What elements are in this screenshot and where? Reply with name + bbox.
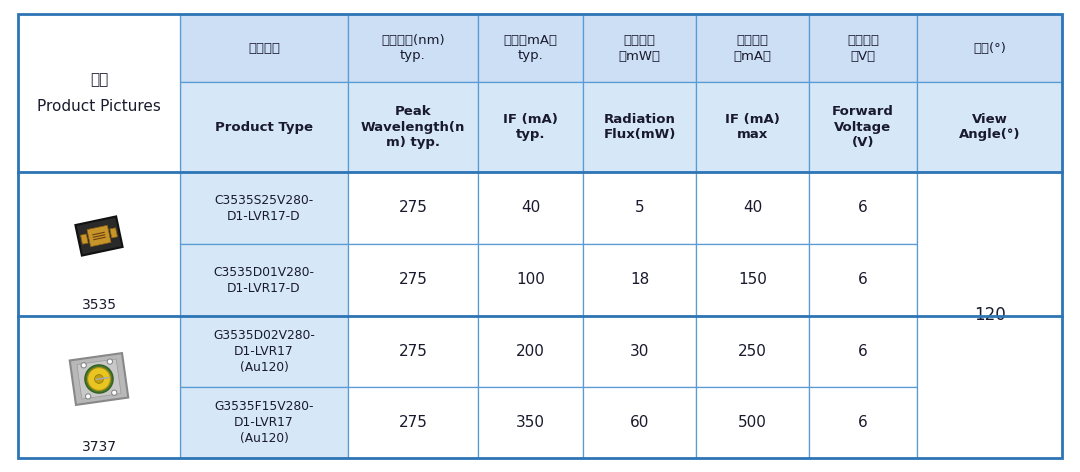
Bar — [348, 172, 478, 244]
Bar — [583, 316, 696, 387]
Text: Radiation
Flux(mW): Radiation Flux(mW) — [604, 113, 676, 141]
Text: 275: 275 — [399, 415, 428, 430]
Bar — [478, 14, 583, 82]
Bar — [180, 244, 348, 316]
Polygon shape — [87, 225, 111, 247]
Text: 6: 6 — [859, 344, 868, 359]
Bar — [917, 82, 1062, 172]
Bar — [348, 387, 478, 458]
Circle shape — [107, 359, 112, 364]
Bar — [180, 14, 348, 82]
Polygon shape — [81, 234, 89, 244]
Bar — [583, 387, 696, 458]
Text: 200: 200 — [516, 344, 545, 359]
Bar — [348, 14, 478, 82]
Bar — [18, 14, 180, 172]
Bar — [809, 82, 917, 172]
Text: View
Angle(°): View Angle(°) — [959, 113, 1021, 141]
Bar — [478, 244, 583, 316]
Text: IF (mA)
typ.: IF (mA) typ. — [503, 113, 558, 141]
Circle shape — [87, 368, 110, 390]
Bar — [478, 172, 583, 244]
Bar — [696, 387, 809, 458]
Bar — [696, 14, 809, 82]
Text: IF (mA)
max: IF (mA) max — [725, 113, 780, 141]
Bar — [180, 316, 348, 387]
Bar — [696, 82, 809, 172]
Text: 120: 120 — [974, 306, 1005, 324]
Text: 产品型号: 产品型号 — [248, 42, 280, 54]
Bar — [696, 316, 809, 387]
Bar — [18, 172, 180, 316]
Text: 3535: 3535 — [81, 298, 117, 312]
Polygon shape — [76, 217, 123, 255]
Text: 角度(°): 角度(°) — [973, 42, 1005, 54]
Text: 500: 500 — [738, 415, 767, 430]
Bar — [583, 82, 696, 172]
Text: 18: 18 — [630, 272, 649, 287]
Text: 275: 275 — [399, 272, 428, 287]
Bar — [809, 244, 917, 316]
Text: 最大电流
（mA）: 最大电流 （mA） — [733, 34, 771, 62]
Text: 150: 150 — [738, 272, 767, 287]
Bar — [696, 172, 809, 244]
Bar — [917, 14, 1062, 82]
Bar — [809, 172, 917, 244]
Text: C3535S25V280-
D1-LVR17-D: C3535S25V280- D1-LVR17-D — [214, 194, 313, 222]
Bar — [18, 316, 180, 458]
Text: G3535D02V280-
D1-LVR17
(Au120): G3535D02V280- D1-LVR17 (Au120) — [213, 329, 315, 374]
Text: Peak
Wavelength(n
m) typ.: Peak Wavelength(n m) typ. — [361, 105, 465, 149]
Bar — [478, 82, 583, 172]
Circle shape — [85, 394, 91, 399]
Text: 图片
Product Pictures: 图片 Product Pictures — [37, 72, 161, 114]
Bar — [583, 14, 696, 82]
Text: 峰值波长(nm)
typ.: 峰值波长(nm) typ. — [381, 34, 445, 62]
Text: 3737: 3737 — [81, 440, 117, 454]
Bar — [696, 244, 809, 316]
Text: 辐射通量
（mW）: 辐射通量 （mW） — [619, 34, 661, 62]
Text: Product Type: Product Type — [215, 120, 313, 134]
Text: 60: 60 — [630, 415, 649, 430]
Bar — [180, 82, 348, 172]
Circle shape — [85, 365, 113, 393]
Text: 250: 250 — [738, 344, 767, 359]
Text: 40: 40 — [521, 201, 540, 216]
Bar — [348, 316, 478, 387]
Bar — [809, 14, 917, 82]
Text: 正向电压
（V）: 正向电压 （V） — [847, 34, 879, 62]
Text: 350: 350 — [516, 415, 545, 430]
Bar — [478, 387, 583, 458]
Text: 6: 6 — [859, 201, 868, 216]
Bar — [180, 172, 348, 244]
Text: 100: 100 — [516, 272, 545, 287]
Text: 275: 275 — [399, 344, 428, 359]
Circle shape — [95, 375, 104, 383]
Bar — [478, 316, 583, 387]
Text: 275: 275 — [399, 201, 428, 216]
Text: 电流（mA）
typ.: 电流（mA） typ. — [503, 34, 557, 62]
Text: 6: 6 — [859, 272, 868, 287]
Bar — [348, 244, 478, 316]
Bar — [809, 387, 917, 458]
Bar — [348, 82, 478, 172]
Polygon shape — [77, 359, 121, 399]
Circle shape — [111, 390, 117, 396]
Text: 5: 5 — [635, 201, 645, 216]
Circle shape — [81, 362, 86, 368]
Polygon shape — [70, 353, 129, 405]
Text: G3535F15V280-
D1-LVR17
(Au120): G3535F15V280- D1-LVR17 (Au120) — [214, 400, 314, 445]
Text: 6: 6 — [859, 415, 868, 430]
Bar — [583, 244, 696, 316]
Text: Forward
Voltage
(V): Forward Voltage (V) — [832, 105, 894, 149]
Text: C3535D01V280-
D1-LVR17-D: C3535D01V280- D1-LVR17-D — [214, 265, 314, 295]
Bar — [917, 172, 1062, 458]
Bar — [583, 172, 696, 244]
Bar — [809, 316, 917, 387]
Text: 40: 40 — [743, 201, 762, 216]
Text: 30: 30 — [630, 344, 649, 359]
Bar — [180, 387, 348, 458]
Polygon shape — [110, 228, 118, 238]
